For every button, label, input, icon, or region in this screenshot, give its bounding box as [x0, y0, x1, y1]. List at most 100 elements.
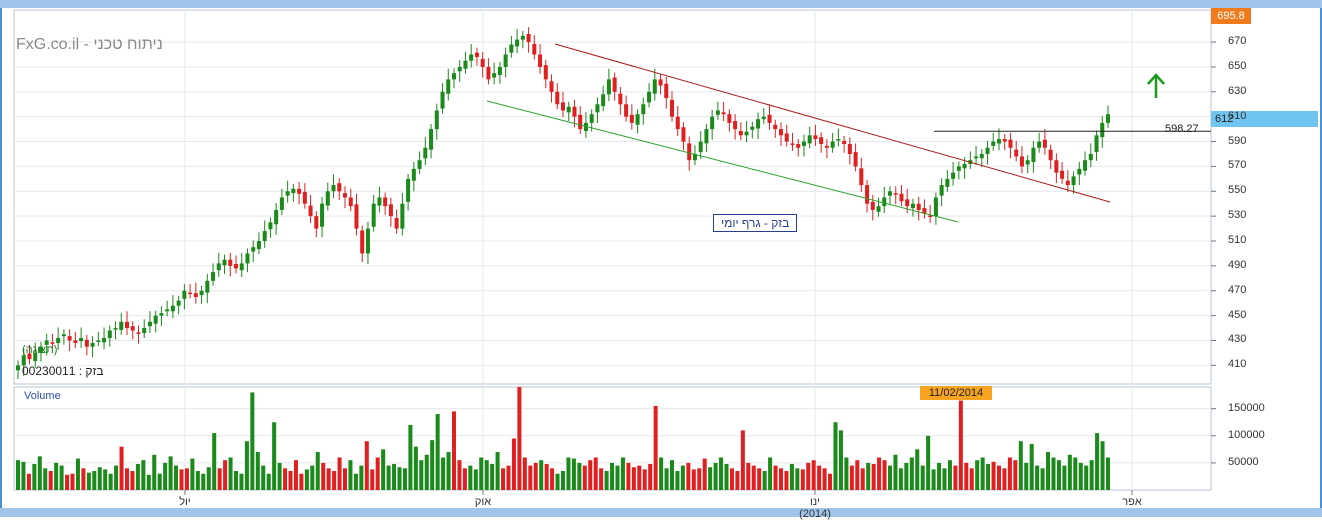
candle-body [727, 114, 732, 123]
volume-bar [157, 473, 162, 490]
support-trendline [486, 100, 959, 223]
volume-bar [501, 468, 506, 490]
volume-bar [593, 457, 598, 490]
candle-body [618, 93, 623, 105]
candle-body [893, 193, 898, 195]
volume-bar [648, 463, 653, 490]
candle-body [698, 141, 703, 153]
candle-body [710, 116, 715, 130]
y-tick-label: 430 [1228, 333, 1247, 346]
y-tick-label: 510 [1228, 234, 1247, 246]
volume-bar [402, 468, 407, 490]
volume-bar [353, 473, 358, 490]
volume-bar [1029, 443, 1034, 490]
candle-body [153, 315, 158, 324]
volume-bar [566, 457, 571, 490]
candle-body [331, 185, 336, 192]
candle-body [211, 272, 216, 281]
candle-body [658, 79, 663, 86]
candle-body [606, 79, 611, 95]
candle-body [509, 44, 514, 53]
volume-bar [381, 449, 386, 490]
candle-body [824, 145, 829, 148]
candle-body [767, 114, 772, 123]
volume-bar [528, 465, 533, 490]
volume-bar [1056, 460, 1061, 490]
volume-bar [811, 460, 816, 490]
volume-bar [32, 463, 37, 490]
volume-bar [315, 452, 320, 490]
chart-title: בזק - גרף יומי [713, 214, 798, 232]
volume-bar [217, 468, 222, 490]
candle-body [285, 191, 290, 196]
candle-body [853, 152, 858, 167]
volume-bar [190, 458, 195, 490]
volume-bar [490, 463, 495, 490]
horizontal-level-label: 598.27 [1165, 123, 1199, 135]
candle-body [951, 172, 956, 179]
candle-body [388, 204, 393, 217]
volume-bar [364, 441, 369, 490]
volume-bar [299, 473, 304, 490]
candle-body [922, 208, 927, 214]
volume-bar [457, 460, 462, 490]
candle-body [314, 216, 319, 229]
candle-body [842, 140, 847, 145]
candle-body [371, 203, 376, 227]
candle-body [974, 156, 979, 159]
volume-bar [337, 457, 342, 490]
candle-body [308, 205, 313, 217]
volume-bar [1018, 441, 1023, 490]
candle-body [38, 346, 43, 353]
volume-bar [713, 462, 718, 490]
candle-body [411, 168, 416, 181]
candle-body [578, 114, 583, 130]
candle-body [124, 321, 130, 329]
candle-body [469, 54, 474, 61]
volume-bar [397, 467, 402, 490]
volume-bar [495, 452, 500, 490]
candle-body [1054, 160, 1059, 173]
volume-bar [877, 457, 882, 490]
volume-bar [768, 457, 773, 490]
volume-bar [119, 446, 124, 490]
volume-bar [740, 430, 745, 490]
up-arrow-icon-head [1147, 73, 1165, 85]
candle-body [360, 230, 365, 254]
volume-bar [255, 452, 260, 490]
candle-body [451, 73, 457, 80]
volume-bar [1013, 460, 1018, 490]
volume-bar [937, 462, 942, 490]
y-tick-label: 450 [1228, 308, 1247, 321]
candle-body [1083, 160, 1088, 171]
volume-bar [522, 457, 527, 490]
volume-bar [887, 465, 893, 490]
candle-body [589, 114, 594, 123]
volume-bar [986, 463, 991, 490]
volume-bar [451, 411, 457, 490]
volume-bar [195, 471, 200, 490]
volume-bar [675, 471, 680, 490]
candle-body [159, 313, 164, 316]
candle-body [675, 116, 680, 130]
volume-bar [735, 471, 740, 490]
candle-body [1105, 114, 1111, 123]
volume-bar [124, 468, 130, 490]
volume-bar [1084, 465, 1089, 490]
candle-body [916, 203, 921, 210]
y-tick-label: 650 [1228, 59, 1247, 72]
candle-body [1065, 180, 1070, 186]
candle-body [629, 114, 634, 123]
candle-body [406, 178, 411, 202]
volume-bar [244, 441, 249, 490]
volume-bar [817, 465, 822, 490]
volume-bar [348, 460, 353, 490]
volume-bar [468, 465, 473, 490]
candle-body [572, 106, 577, 117]
candle-body [44, 340, 49, 345]
volume-bar [980, 457, 985, 490]
candle-body [595, 104, 600, 113]
candle-body [1031, 147, 1036, 163]
candle-body [417, 160, 422, 169]
y-tick-label: 570 [1228, 159, 1247, 172]
